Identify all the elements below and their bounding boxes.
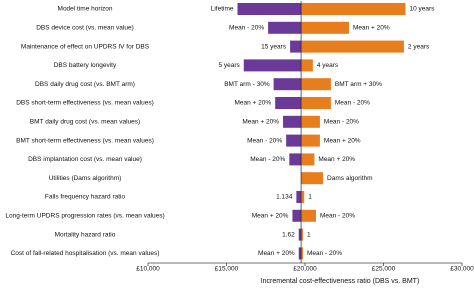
high-bar (301, 247, 303, 260)
category-label: BMT daily drug cost (vs. mean values) (30, 119, 140, 126)
high-label: Mean - 20% (335, 100, 370, 107)
high-bar (301, 115, 320, 128)
low-label: 1.62 (282, 231, 295, 238)
high-bar (301, 228, 303, 241)
low-label: 5 years (218, 62, 240, 69)
high-label: Mean + 20% (353, 25, 390, 32)
high-label: 10 years (409, 6, 435, 13)
low-bar (292, 209, 302, 222)
low-bar (289, 153, 302, 166)
low-bar (286, 134, 302, 147)
low-label: Mean + 20% (258, 250, 295, 257)
category-label: DBS implantation cost (vs. mean value) (28, 156, 142, 163)
low-bar (275, 97, 302, 109)
high-label: 2 years (408, 43, 430, 50)
high-label: 4 years (317, 62, 339, 69)
category-label: Mortality hazard ratio (55, 231, 116, 238)
category-label: Cost of fall-related hospitalisation (vs… (11, 250, 160, 257)
category-label: DBS device cost (vs. mean value) (36, 25, 134, 32)
high-label: Mean - 20% (324, 119, 359, 126)
low-label: 1.134 (276, 194, 293, 201)
high-bar (301, 21, 349, 34)
category-label: Long-term UPDRS progression rates (vs. m… (5, 213, 164, 220)
low-label: Lifetime (211, 6, 234, 13)
category-label: Falls frequency hazard ratio (45, 194, 126, 201)
high-bar (301, 97, 331, 109)
high-bar (301, 191, 305, 203)
low-bar (237, 3, 302, 15)
high-label: Mean - 20% (320, 213, 355, 220)
low-bar (290, 40, 302, 53)
low-bar (273, 78, 302, 91)
x-tick-label: £25,000 (372, 266, 396, 273)
low-label: BMT arm - 30% (224, 81, 270, 88)
category-label: DBS short-term effectiveness (vs. mean v… (16, 100, 154, 107)
category-label: DBS battery longevity (54, 62, 117, 69)
high-bar (301, 3, 406, 15)
x-tick-label: £20,000 (293, 266, 317, 273)
category-label: BMT short-term effectiveness (vs. mean v… (16, 137, 154, 144)
x-axis-title: Incremental cost-effectiveness ratio (DB… (261, 278, 420, 285)
low-label: Mean + 20% (242, 119, 279, 126)
low-label: Mean - 20% (229, 25, 264, 32)
category-label: DBS daily drug cost (vs. BMT arm) (35, 81, 135, 88)
low-label: Mean - 20% (247, 137, 282, 144)
low-bar (298, 247, 302, 260)
category-label: Utilities (Dams algorithm) (49, 175, 122, 182)
high-bar (301, 40, 404, 53)
low-bar (296, 191, 302, 203)
high-label: Mean + 20% (324, 137, 361, 144)
low-bar (283, 115, 302, 128)
high-label: BMT arm + 30% (335, 81, 382, 88)
high-label: 1 (307, 231, 311, 238)
low-label: Mean + 20% (234, 100, 271, 107)
low-label: Mean + 20% (252, 213, 289, 220)
low-bar (268, 21, 302, 34)
high-label: 1 (308, 194, 312, 201)
x-tick-label: £10,000 (136, 266, 160, 273)
high-label: Dams algorithm (327, 175, 373, 182)
x-tick-label: £30,000 (450, 266, 474, 273)
high-label: Mean - 20% (307, 250, 342, 257)
high-bar (301, 78, 331, 91)
low-label: Mean - 20% (250, 156, 285, 163)
high-bar (301, 209, 316, 222)
low-label: 15 years (261, 43, 287, 50)
high-bar (301, 172, 324, 185)
x-tick-label: £15,000 (215, 266, 239, 273)
high-bar (301, 134, 320, 147)
high-label: Mean + 20% (318, 156, 355, 163)
low-bar (243, 59, 302, 72)
high-bar (301, 59, 313, 72)
high-bar (301, 153, 315, 166)
category-label: Maintenance of effect on UPDRS IV for DB… (21, 43, 150, 50)
category-label: Model time horizon (58, 6, 113, 13)
low-bar (298, 228, 302, 241)
